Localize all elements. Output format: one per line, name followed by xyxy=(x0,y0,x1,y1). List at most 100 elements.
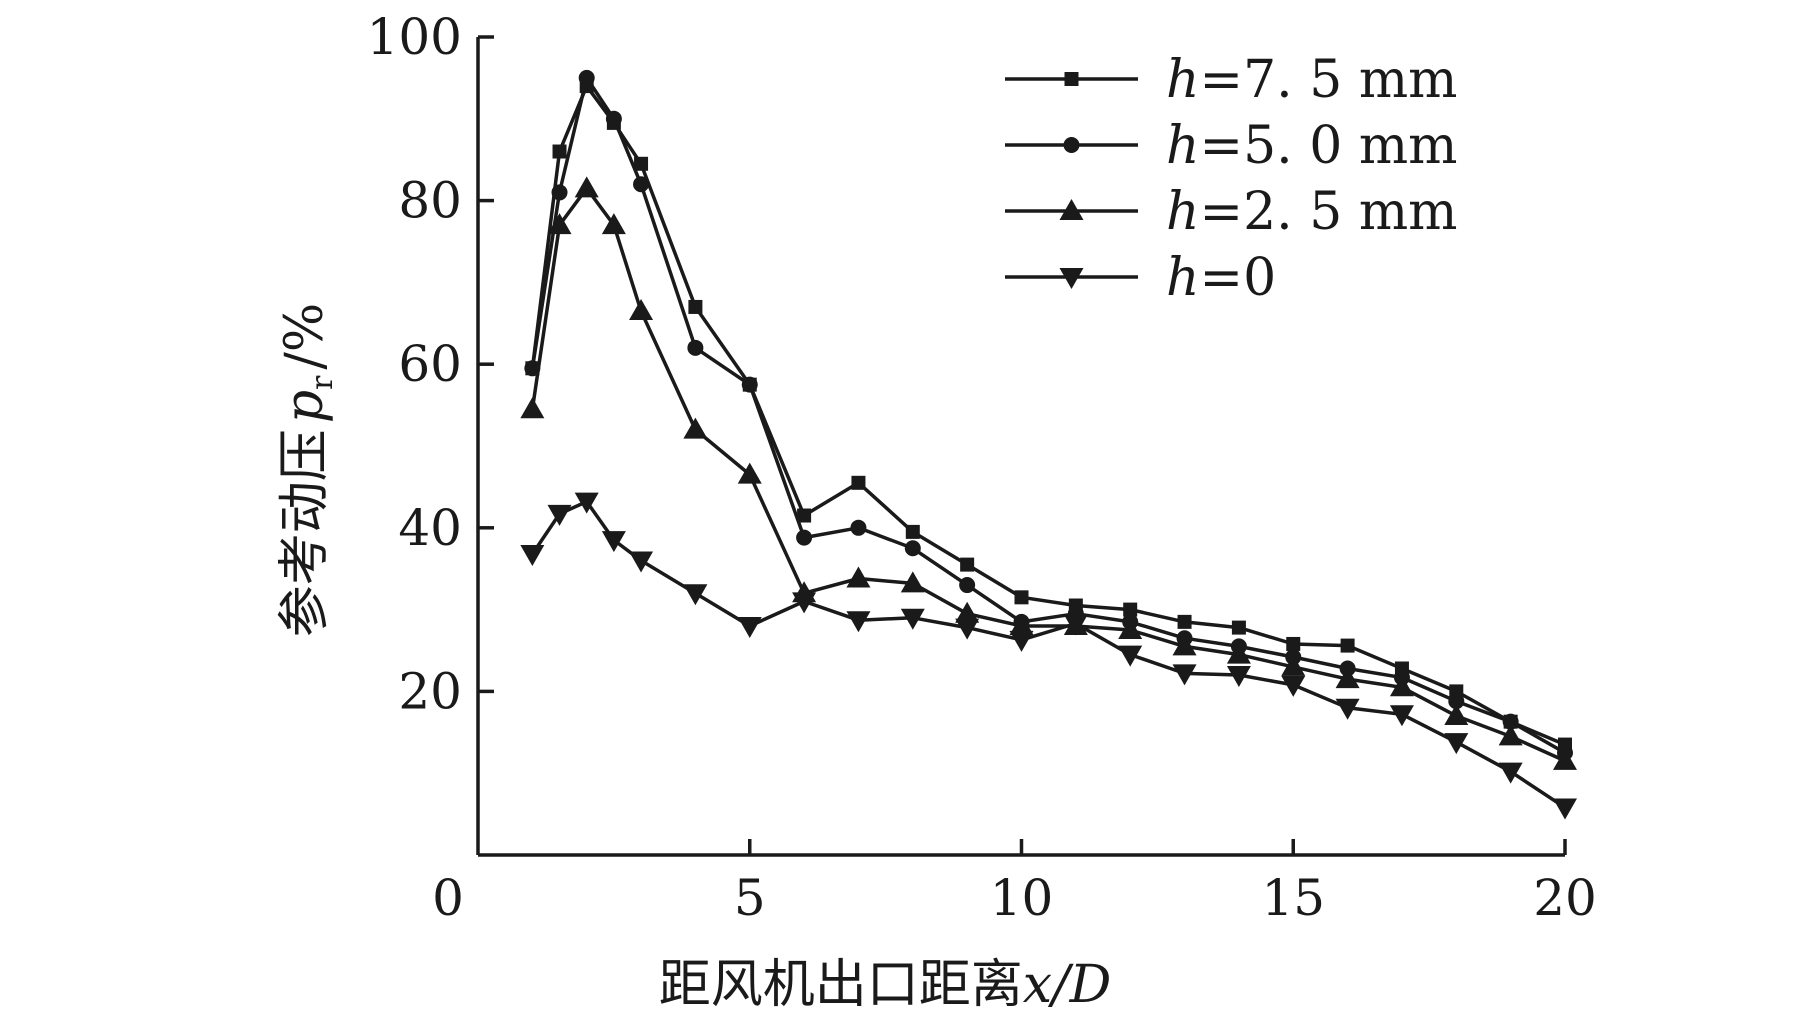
triangle-down-data-point xyxy=(1553,798,1577,820)
square-data-point xyxy=(960,557,975,572)
triangle-up-data-point xyxy=(1335,667,1360,689)
square-data-point xyxy=(905,524,920,539)
legend-label: h=0 xyxy=(1166,248,1276,308)
x-tick-label: 5 xyxy=(734,869,766,927)
legend-label-value: =5. 0 mm xyxy=(1200,116,1458,176)
triangle-up-data-point xyxy=(1389,675,1414,697)
triangle-down-data-point xyxy=(1498,762,1523,784)
triangle-up-data-point xyxy=(900,571,925,593)
triangle-down-data-point xyxy=(629,551,654,573)
triangle-down-data-point xyxy=(737,616,762,638)
triangle-down-data-point xyxy=(1226,666,1251,688)
legend-label-value: =0 xyxy=(1200,248,1277,308)
triangle-up-data-point xyxy=(1118,618,1143,640)
y-tick-label: 100 xyxy=(367,8,462,66)
triangle-down-data-point xyxy=(1009,630,1034,652)
triangle-up-data-point xyxy=(601,213,626,235)
triangle-up-data-point xyxy=(1226,642,1251,664)
triangle-down-data-point xyxy=(683,584,708,606)
triangle-down-data-point xyxy=(846,611,871,633)
triangle-up-data-point xyxy=(520,397,545,419)
triangle-down-data-point xyxy=(1281,675,1306,697)
y-axis-title-unit: /% xyxy=(275,303,335,370)
y-axis-title-prefix: 参考动压 xyxy=(275,429,335,637)
x-tick-label: 0 xyxy=(432,869,464,927)
series-line xyxy=(530,499,1566,810)
legend-label-variable: h xyxy=(1166,50,1200,110)
legend-label-value: =2. 5 mm xyxy=(1200,182,1458,242)
triangle-down-data-point xyxy=(1172,664,1197,686)
triangle-down-data-point xyxy=(1118,645,1143,667)
legend-label-variable: h xyxy=(1166,182,1200,242)
series-4 xyxy=(520,492,1577,820)
triangle-down-data-point xyxy=(520,544,545,566)
circle-data-point xyxy=(850,519,867,536)
square-data-point xyxy=(1231,620,1246,635)
y-tick-label: 40 xyxy=(398,499,462,557)
circle-data-point xyxy=(633,176,650,193)
y-tick-label: 80 xyxy=(398,172,462,230)
y-axis-title-variable: p xyxy=(275,390,335,423)
x-tick-label: 10 xyxy=(990,869,1054,927)
legend-circle-marker xyxy=(1063,137,1080,153)
legend-entry: h=5. 0 mm xyxy=(1005,116,1457,176)
x-axis-title-variable: x/D xyxy=(1023,955,1112,1015)
square-data-point xyxy=(1286,636,1301,651)
circle-data-point xyxy=(605,110,622,127)
square-data-point xyxy=(851,475,866,490)
axes: 20 40 60 80 100 0 5 10 15 20 xyxy=(367,8,1597,927)
legend-triangle-down-marker xyxy=(1059,268,1084,289)
triangle-up-data-point xyxy=(1172,634,1197,656)
triangle-up-data-point xyxy=(955,601,980,623)
y-axis-title-subscript: r xyxy=(305,375,340,390)
legend-entry: h=0 xyxy=(1005,248,1276,308)
legend-label: h=7. 5 mm xyxy=(1166,50,1457,110)
square-data-point xyxy=(1340,638,1355,653)
legend-triangle-up-marker xyxy=(1059,199,1084,220)
triangle-down-data-point xyxy=(574,492,599,514)
series-line xyxy=(530,84,1566,747)
circle-data-point xyxy=(959,577,976,594)
legend-label: h=2. 5 mm xyxy=(1166,182,1457,242)
x-axis-title-prefix: 距风机出口距离 xyxy=(659,955,1023,1015)
triangle-down-data-point xyxy=(955,618,980,640)
triangle-up-data-point xyxy=(547,213,572,235)
triangle-up-data-point xyxy=(1498,724,1523,746)
y-tick-label: 20 xyxy=(398,662,462,720)
triangle-down-data-point xyxy=(601,531,626,553)
triangle-up-data-point xyxy=(846,566,871,588)
x-tick-label: 20 xyxy=(1533,869,1597,927)
circle-data-point xyxy=(1448,693,1465,710)
legend: h=7. 5 mmh=5. 0 mmh=2. 5 mmh=0 xyxy=(1005,50,1457,308)
triangle-down-data-point xyxy=(1063,614,1088,636)
triangle-up-data-point xyxy=(683,417,708,439)
square-data-point xyxy=(1014,590,1029,605)
triangle-up-data-point xyxy=(1444,703,1469,725)
legend-entry: h=2. 5 mm xyxy=(1005,182,1457,242)
circle-data-point xyxy=(578,69,595,86)
y-axis-title: 参考动压 pr /% xyxy=(275,303,340,638)
circle-data-point xyxy=(904,540,921,557)
triangle-down-data-point xyxy=(792,592,817,614)
legend-label: h=5. 0 mm xyxy=(1166,116,1457,176)
series-line xyxy=(530,186,1566,763)
square-data-point xyxy=(1123,602,1138,617)
square-data-point xyxy=(1177,614,1192,629)
series-3 xyxy=(520,176,1577,770)
square-data-point xyxy=(552,144,567,159)
legend-label-variable: h xyxy=(1166,248,1200,308)
axis-titles: 距风机出口距离x/D 参考动压 pr /% xyxy=(275,303,1111,1015)
y-tick-label: 60 xyxy=(398,335,462,393)
x-tick-label: 15 xyxy=(1261,869,1325,927)
triangle-up-data-point xyxy=(629,299,654,321)
square-data-point xyxy=(688,299,703,314)
triangle-down-data-point xyxy=(547,504,572,526)
series-layer xyxy=(520,69,1577,820)
triangle-up-data-point xyxy=(737,462,762,484)
triangle-up-data-point xyxy=(574,176,599,198)
square-data-point xyxy=(634,156,649,171)
legend-label-value: =7. 5 mm xyxy=(1200,50,1458,110)
triangle-up-data-point xyxy=(1009,613,1034,635)
circle-data-point xyxy=(741,376,758,393)
legend-entry: h=7. 5 mm xyxy=(1005,50,1457,110)
